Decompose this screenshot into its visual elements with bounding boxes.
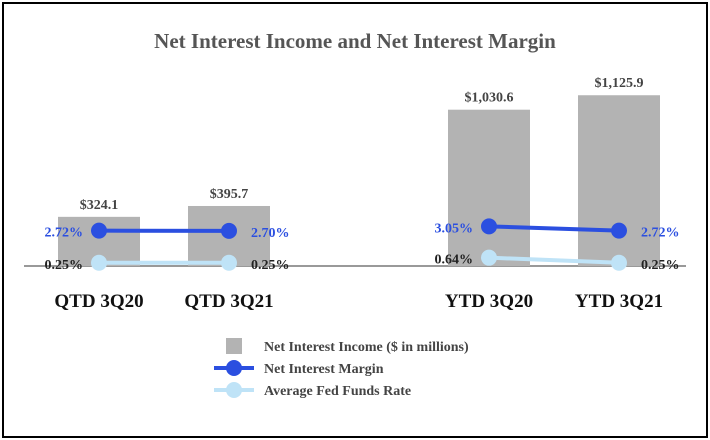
x-tick-label: QTD 3Q20 [54, 291, 143, 312]
bar-ytd-3q20 [448, 109, 530, 266]
bar-value-label: $1,030.6 [465, 91, 514, 106]
legend-label: Net Interest Margin [264, 362, 384, 377]
net-interest-margin-point [91, 222, 107, 239]
bar-value-label: $395.7 [210, 187, 249, 202]
net-interest-margin-value-label: 2.72% [45, 226, 84, 241]
net-interest-margin-point [221, 222, 237, 239]
lines-layer [91, 218, 627, 271]
average-fed-funds-rate-value-label: 0.64% [435, 253, 474, 268]
average-fed-funds-rate-value-label: 0.25% [251, 258, 290, 273]
net-interest-margin-value-label: 2.70% [251, 226, 290, 241]
x-tick-labels: QTD 3Q20 QTD 3Q21 YTD 3Q20 YTD 3Q21 [54, 291, 663, 312]
net-interest-margin-point [611, 222, 627, 239]
x-tick-label: QTD 3Q21 [184, 291, 273, 312]
chart-title: Net Interest Income and Net Interest Mar… [154, 29, 556, 53]
x-tick-label: YTD 3Q20 [445, 291, 533, 312]
average-fed-funds-rate-point [91, 254, 107, 271]
legend-label: Average Fed Funds Rate [264, 384, 411, 399]
net-interest-margin-point [481, 218, 497, 235]
legend-swatch-net-interest-income-in-millions [226, 338, 242, 354]
bars-layer [58, 95, 660, 267]
legend: Net Interest Income ($ in millions) Net I… [214, 338, 469, 399]
bar-value-label: $1,125.9 [595, 76, 644, 91]
labels-layer: $324.1 $395.7 $1,030.6 $1,125.9 2.72% 2.70% 3.… [45, 76, 680, 273]
average-fed-funds-rate-point [611, 254, 627, 271]
net-interest-margin-value-label: 3.05% [435, 221, 474, 236]
x-tick-label: YTD 3Q21 [575, 291, 663, 312]
legend-label: Net Interest Income ($ in millions) [264, 340, 469, 355]
average-fed-funds-rate-value-label: 0.25% [641, 258, 680, 273]
legend-marker-net-interest-margin [226, 360, 242, 376]
average-fed-funds-rate-point [481, 249, 497, 266]
average-fed-funds-rate-line [488, 255, 620, 265]
net-interest-margin-value-label: 2.72% [641, 226, 680, 241]
average-fed-funds-rate-value-label: 0.25% [45, 258, 84, 273]
bar-value-label: $324.1 [80, 198, 119, 213]
net-interest-margin-line [488, 224, 620, 233]
average-fed-funds-rate-point [221, 254, 237, 271]
legend-marker-average-fed-funds-rate [226, 382, 242, 398]
chart: Net Interest Income and Net Interest Mar… [24, 29, 686, 399]
